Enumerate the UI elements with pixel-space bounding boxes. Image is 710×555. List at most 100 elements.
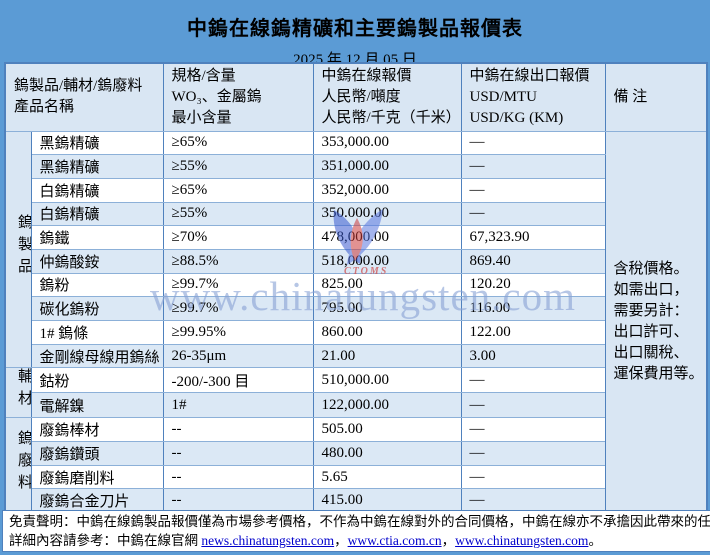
rmb-price-cell: 351,000.00 [312,154,462,179]
table-row: 廢鎢磨削料 -- 5.65 — [5,464,707,490]
spec-cell: -- [162,464,314,490]
link-separator: ， [441,533,456,548]
product-name-cell: 仲鎢酸銨 [30,248,164,274]
table-row: 鎢製品 黑鎢精礦 ≥65% 353,000.00 — 含稅價格。 如需出口， 需… [4,130,708,514]
product-name-cell: 碳化鎢粉 [30,296,164,321]
header-spec-line3: 最小含量 [171,109,232,126]
table-row: 鎢鐵 ≥70% 478,000.00 67,323.90 [5,225,707,250]
header-product-line1: 鎢製品/輔材/鎢廢料 [14,78,143,95]
link-separator: ， [334,533,348,548]
header-export-price: 中鎢在線出口報價 USD/MTU USD/KG (KM) [460,62,606,132]
product-name-cell: 廢鎢鑽頭 [30,441,164,466]
rmb-price-cell: 122,000.00 [312,392,462,419]
rmb-price-cell: 352,000.00 [312,177,462,203]
product-name-cell: 電解鎳 [30,392,164,419]
notes-line: 出口許可、 [613,323,689,340]
rmb-price-cell: 350.000.00 [312,201,462,227]
notes-line: 運保費用等。 [613,365,704,382]
link-chinatungsten[interactable]: www.chinatungsten.com [455,533,589,548]
spec-cell: ≥99.7% [162,272,314,298]
usd-price-cell: — [460,201,606,227]
usd-price-cell: — [460,177,606,203]
header-rmb-line2: 人民幣/噸度 [321,88,401,105]
table-row: 白鎢精礦 ≥55% 350.000.00 — [5,201,707,227]
usd-price-cell: — [460,392,606,419]
rmb-price-cell: 21.00 [312,343,462,369]
disclaimer: 免責聲明：中鎢在線鎢製品報價僅為市場參考價格，不作為中鎢在線對外的合同價格，中鎢… [2,510,710,552]
notes-line: 如需出口， [613,281,689,298]
rmb-price-cell: 510,000.00 [312,367,462,394]
spec-cell: ≥99.95% [162,320,314,345]
disclaimer-line2: 詳細內容請參考：中鎢在線官網 news.chinatungsten.com，ww… [9,531,710,550]
spec-cell: -- [162,417,314,443]
table-row: 金剛線母線用鎢絲 26-35μm 21.00 3.00 [5,343,707,369]
product-name-cell: 鎢鐵 [30,225,164,250]
table-row: 碳化鎢粉 ≥99.7% 795.00 116.00 [5,296,707,321]
usd-price-cell: 122.00 [460,320,606,345]
table-row: 鎢廢料 廢鎢棒材 -- 505.00 — [4,417,707,514]
usd-price-cell: — [460,441,606,466]
notes-cell: 含稅價格。 如需出口， 需要另計： 出口許可、 出口關稅、 運保費用等。 [604,130,708,514]
spec-cell: -- [162,441,314,466]
spec-cell: ≥65% [162,177,314,203]
category-label: 鎢製品 [16,213,31,280]
usd-price-cell: — [460,464,606,490]
header-spec-line1: 規格/含量 [171,67,236,84]
header-usd-line3: USD/KG (KM) [469,109,564,126]
spec-cell: ≥65% [162,130,314,156]
spec-cell: 1# [162,392,314,419]
usd-price-cell: 116.00 [460,296,606,321]
header-usd-line2: USD/MTU [469,88,538,105]
table-row: 廢鎢鑽頭 -- 480.00 — [5,441,707,466]
rmb-price-cell: 5.65 [312,464,462,490]
table-row: 1# 鎢條 ≥99.95% 860.00 122.00 [5,320,707,345]
product-name-cell: 廢鎢棒材 [30,417,164,443]
usd-price-cell: — [460,367,606,394]
product-name-cell: 廢鎢合金刀片 [30,488,164,514]
header-spec: 規格/含量 WO₃、金屬鎢 最小含量 [162,62,314,132]
notes-line: 含稅價格。 [613,260,689,277]
header-notes: 備 注 [604,62,708,132]
rmb-price-cell: 480.00 [312,441,462,466]
table-row: 電解鎳 1# 122,000.00 — [5,392,707,419]
disclaimer-line2-prefix: 詳細內容請參考：中鎢在線官網 [9,533,202,548]
category-label: 輔材 [16,368,31,413]
rmb-price-cell: 518,000.00 [312,248,462,274]
link-ctia[interactable]: www.ctia.com.cn [347,533,442,548]
table-row: 輔材 鈷粉 -200/-300 目 510,000.00 — [4,367,707,419]
product-name-cell: 黑鎢精礦 [30,130,164,156]
product-name-cell: 黑鎢精礦 [30,154,164,179]
rmb-price-cell: 505.00 [312,417,462,443]
product-name-cell: 白鎢精礦 [30,201,164,227]
table-row: 鎢粉 ≥99.7% 825.00 120.20 [5,272,707,298]
disclaimer-suffix: 。 [588,533,602,548]
usd-price-cell: — [460,130,606,156]
header-product: 鎢製品/輔材/鎢廢料 產品名稱 [4,62,164,132]
product-name-cell: 鈷粉 [30,367,164,394]
header-rmb-line1: 中鎢在線報價 [321,67,412,84]
usd-price-cell: 3.00 [460,343,606,369]
header-rmb-price: 中鎢在線報價 人民幣/噸度 人民幣/千克（千米） [312,62,462,132]
rmb-price-cell: 860.00 [312,320,462,345]
notes-line: 出口關稅、 [613,344,689,361]
header-usd-line1: 中鎢在線出口報價 [469,67,590,84]
table-row: 白鎢精礦 ≥65% 352,000.00 — [5,177,707,203]
title-band: 中鎢在線鎢精礦和主要鎢製品報價表 2025 年 12 月 05 日 [0,0,710,68]
product-name-cell: 1# 鎢條 [30,320,164,345]
spec-cell: -- [162,488,314,514]
notes-line: 需要另計： [613,302,689,319]
price-table: 鎢製品/輔材/鎢廢料 產品名稱 規格/含量 WO₃、金屬鎢 最小含量 中鎢在線報… [4,62,708,514]
spec-cell: -200/-300 目 [162,367,314,394]
header-product-line2: 產品名稱 [14,99,75,116]
spec-cell: ≥88.5% [162,248,314,274]
spec-cell: 26-35μm [162,343,314,369]
spec-cell: ≥55% [162,201,314,227]
product-name-cell: 白鎢精礦 [30,177,164,203]
spec-cell: ≥55% [162,154,314,179]
usd-price-cell: 869.40 [460,248,606,274]
page-title: 中鎢在線鎢精礦和主要鎢製品報價表 [187,18,523,40]
link-news-chinatungsten[interactable]: news.chinatungsten.com [201,533,335,548]
header-spec-line2: WO₃、金屬鎢 [171,88,262,105]
category-cell-tungsten-scrap: 鎢廢料 [4,417,32,514]
